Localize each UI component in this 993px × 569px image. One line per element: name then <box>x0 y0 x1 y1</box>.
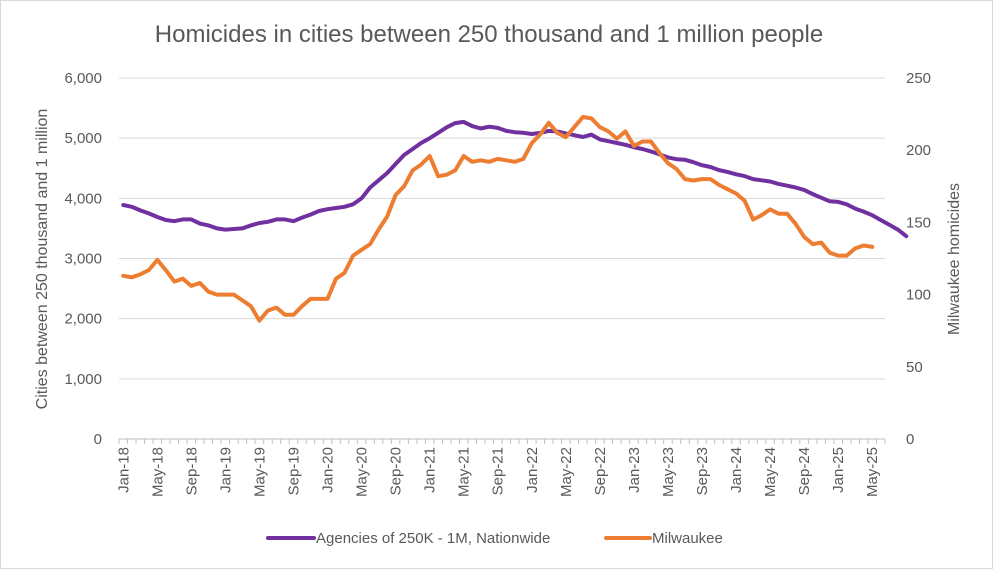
y-tick-label-left: 5,000 <box>64 130 102 147</box>
x-tick-label: Jan-22 <box>524 447 541 493</box>
y-tick-label-left: 3,000 <box>64 251 102 268</box>
x-tick-label: Sep-21 <box>490 447 507 495</box>
legend-label-nationwide: Agencies of 250K - 1M, Nationwide <box>316 530 550 547</box>
gridlines <box>119 77 885 440</box>
x-tick-label: Sep-18 <box>183 447 200 495</box>
y-axis-right-title: Milwaukee homicides <box>946 183 963 335</box>
x-tick-label: Jan-19 <box>217 447 234 493</box>
x-tick-label: Jan-18 <box>115 447 132 493</box>
x-tick-label: May-23 <box>660 447 677 497</box>
y-tick-label-left: 1,000 <box>64 371 102 388</box>
x-tick-label: May-22 <box>558 447 575 497</box>
x-tick-label: May-19 <box>251 447 268 497</box>
x-tick-label: Sep-23 <box>694 447 711 495</box>
y-tick-label-right: 100 <box>906 287 931 304</box>
y-tick-label-right: 150 <box>906 214 931 231</box>
x-tick-label: Jan-21 <box>422 447 439 493</box>
y-tick-label-right: 0 <box>906 431 914 448</box>
y-tick-label-left: 0 <box>94 431 102 448</box>
series-line-nationwide <box>121 119 909 239</box>
axes: 0 1,000 2,000 3,000 4,000 5,000 6,000 0 50 100 150… <box>64 70 931 497</box>
x-tick-label: May-21 <box>456 447 473 497</box>
x-tick-label: Jan-24 <box>728 447 745 493</box>
x-tick-label: May-20 <box>354 447 371 497</box>
y-tick-label-left: 6,000 <box>64 70 102 87</box>
x-tick-label: Jan-25 <box>830 447 847 493</box>
y-tick-label-left: 2,000 <box>64 311 102 328</box>
y-axis-left-title: Cities between 250 thousand and 1 millio… <box>34 109 51 410</box>
legend-label-milwaukee: Milwaukee <box>652 530 723 547</box>
y-tick-label-right: 200 <box>906 142 931 159</box>
series-lines <box>121 115 909 323</box>
x-tick-label: May-18 <box>149 447 166 497</box>
y-tick-label-right: 250 <box>906 70 931 87</box>
y-tick-label-left: 4,000 <box>64 190 102 207</box>
x-tick-label: Sep-22 <box>592 447 609 495</box>
x-tick-label: Sep-24 <box>796 447 813 495</box>
x-tick-label: May-25 <box>864 447 881 497</box>
x-tick-label: Sep-20 <box>388 447 405 495</box>
legend: Agencies of 250K - 1M, Nationwide Milwau… <box>266 530 723 547</box>
x-tick-label: Jan-23 <box>626 447 643 493</box>
chart-title: Homicides in cities between 250 thousand… <box>155 21 823 48</box>
x-tick-label: Jan-20 <box>320 447 337 493</box>
y-tick-label-right: 50 <box>906 359 923 376</box>
x-tick-label: Sep-19 <box>285 447 302 495</box>
x-tick-label: May-24 <box>762 447 779 497</box>
series-line-milwaukee <box>121 115 875 323</box>
